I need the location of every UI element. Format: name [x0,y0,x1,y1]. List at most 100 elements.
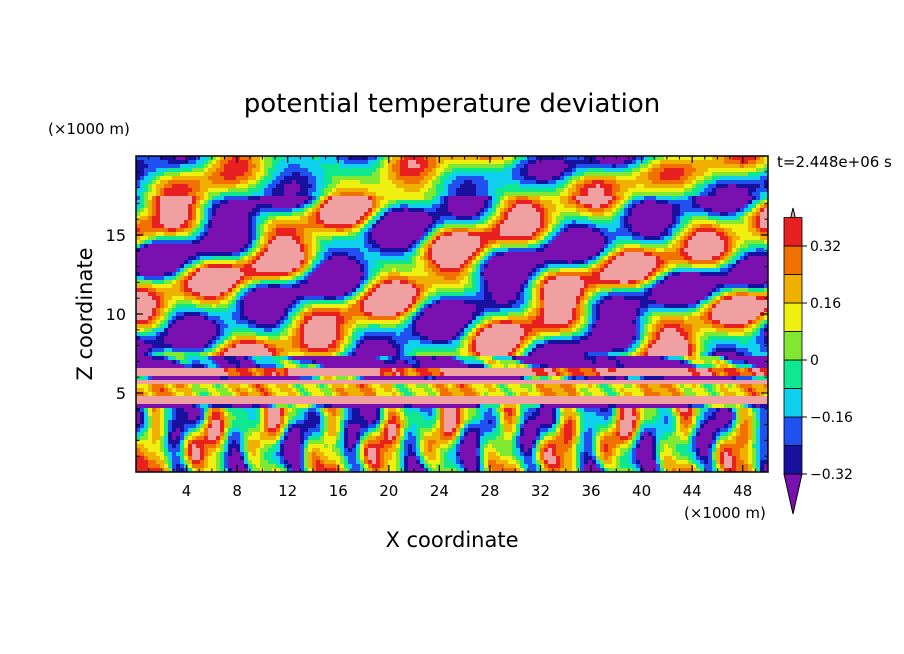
heatmap-cell [596,252,601,257]
heatmap-cell [340,164,345,169]
heatmap-cell [560,256,565,261]
heatmap-cell [200,180,205,185]
heatmap-cell [352,212,357,217]
heatmap-cell [708,244,713,249]
heatmap-cell [200,232,205,237]
heatmap-cell [756,272,761,277]
heatmap-cell [236,172,241,177]
heatmap-cell [320,196,325,201]
heatmap-cell [232,204,237,209]
heatmap-cell [704,192,709,197]
heatmap-cell [456,264,461,269]
heatmap-cell [744,272,749,277]
heatmap-cell [172,192,177,197]
heatmap-cell [192,264,197,269]
heatmap-cell [684,256,689,261]
heatmap-cell [144,264,149,269]
heatmap-cell [288,204,293,209]
heatmap-cell [624,264,629,269]
heatmap-cell [152,244,157,249]
heatmap-cell [616,192,621,197]
heatmap-cell [208,212,213,217]
heatmap-cell [504,264,509,269]
heatmap-cell [144,252,149,257]
heatmap-cell [380,184,385,189]
heatmap-cell [308,196,313,201]
heatmap-cell [320,252,325,257]
heatmap-cell [224,208,229,213]
heatmap-cell [204,220,209,225]
heatmap-cell [548,224,553,229]
heatmap-cell [268,264,273,269]
heatmap-cell [444,260,449,265]
heatmap-cell [216,188,221,193]
heatmap-cell [512,252,517,257]
heatmap-cell [608,192,613,197]
heatmap-cell [692,216,697,221]
heatmap-cell [532,236,537,241]
heatmap-cell [304,228,309,233]
heatmap-cell [192,260,197,265]
heatmap-cell [588,232,593,237]
heatmap-cell [604,232,609,237]
heatmap-cell [716,256,721,261]
heatmap-cell [696,172,701,177]
heatmap-cell [616,236,621,241]
heatmap-cell [308,232,313,237]
heatmap-cell [424,236,429,241]
heatmap-cell [356,240,361,245]
heatmap-cell [496,268,501,273]
heatmap-cell [600,220,605,225]
heatmap-cell [344,168,349,173]
heatmap-cell [332,168,337,173]
heatmap-cell [408,228,413,233]
heatmap-cell [676,220,681,225]
heatmap-cell [544,224,549,229]
heatmap-cell [688,244,693,249]
heatmap-cell [484,224,489,229]
heatmap-cell [740,228,745,233]
heatmap-cell [644,272,649,277]
heatmap-cell [284,200,289,205]
heatmap-cell [480,240,485,245]
heatmap-cell [184,280,189,285]
heatmap-cell [576,192,581,197]
heatmap-cell [240,184,245,189]
heatmap-cell [468,176,473,181]
heatmap-cell [560,176,565,181]
heatmap-cell [456,212,461,217]
heatmap-cell [672,252,677,257]
heatmap-cell [576,276,581,281]
heatmap-cell [360,188,365,193]
heatmap-cell [340,236,345,241]
heatmap-cell [412,196,417,201]
heatmap-cell [464,192,469,197]
heatmap-cell [672,160,677,165]
heatmap-cell [216,208,221,213]
heatmap-cell [468,200,473,205]
heatmap-cell [632,220,637,225]
heatmap-cell [640,200,645,205]
heatmap-cell [148,212,153,217]
heatmap-cell [312,196,317,201]
heatmap-cell [684,276,689,281]
heatmap-cell [360,208,365,213]
heatmap-cell [660,276,665,281]
heatmap-cell [624,268,629,273]
heatmap-cell [452,160,457,165]
heatmap-cell [368,220,373,225]
heatmap-cell [308,204,313,209]
heatmap-cell [272,260,277,265]
heatmap-cell [520,280,525,285]
heatmap-cell [484,204,489,209]
heatmap-cell [668,248,673,253]
heatmap-cell [404,168,409,173]
heatmap-cell [356,168,361,173]
heatmap-cell [156,184,161,189]
heatmap-cell [428,272,433,277]
heatmap-cell [536,180,541,185]
heatmap-cell [340,272,345,277]
heatmap-cell [644,232,649,237]
heatmap-cell [296,164,301,169]
heatmap-cell [592,264,597,269]
